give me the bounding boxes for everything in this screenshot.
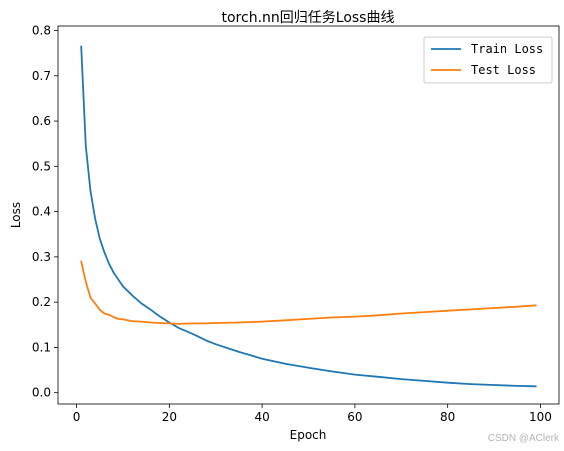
x-tick-label: 20: [162, 410, 177, 424]
legend: Train Loss Test Loss: [423, 36, 553, 84]
x-tick-label: 0: [73, 410, 81, 424]
chart-title: torch.nn回归任务Loss曲线: [222, 9, 395, 26]
y-tick-label: 0.3: [32, 250, 51, 264]
y-tick-label: 0.8: [32, 24, 51, 38]
legend-label-test: Test Loss: [471, 63, 536, 77]
plot-lines: [80, 45, 537, 388]
x-axis-label: Epoch: [290, 428, 327, 442]
y-tick-label: 0.1: [32, 340, 51, 354]
x-tick-label: 80: [440, 410, 455, 424]
y-axis-ticks: 0.0 0.1 0.2 0.3 0.4 0.5 0.6 0.7 0.8: [32, 24, 58, 400]
series-line-train-loss: [80, 45, 537, 388]
y-tick-label: 0.7: [32, 69, 51, 83]
x-tick-label: 60: [347, 410, 362, 424]
y-tick-label: 0.4: [32, 205, 51, 219]
x-tick-label: 40: [254, 410, 269, 424]
series-line-test-loss: [80, 260, 537, 325]
x-axis-ticks: 0 20 40 60 80 100: [73, 404, 552, 424]
y-tick-label: 0.6: [32, 114, 51, 128]
legend-label-train: Train Loss: [471, 42, 543, 56]
y-tick-label: 0.5: [32, 159, 51, 173]
y-tick-label: 0.2: [32, 295, 51, 309]
y-axis-label: Loss: [9, 202, 23, 228]
watermark: CSDN @AClerk: [488, 433, 560, 444]
plot-frame: [57, 25, 560, 405]
x-tick-label: 100: [529, 410, 552, 424]
y-tick-label: 0.0: [32, 386, 51, 400]
